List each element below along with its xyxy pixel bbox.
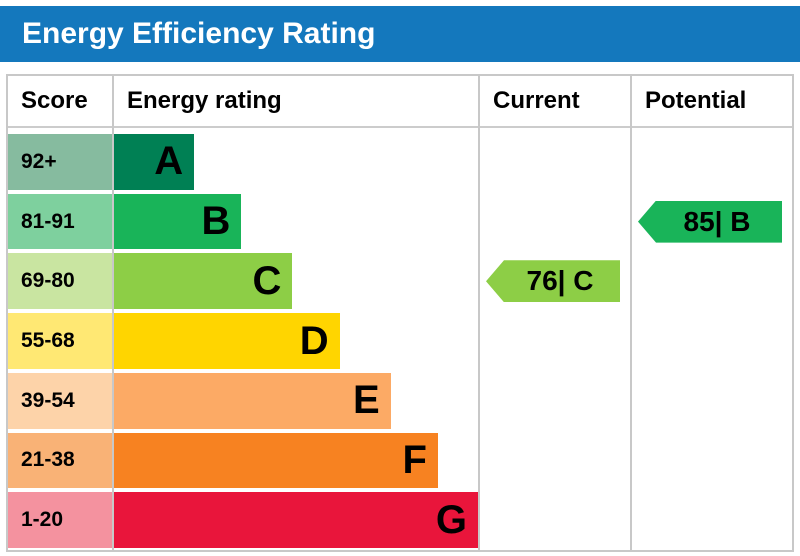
rating-bar-c: C xyxy=(114,253,293,310)
potential-slot-e xyxy=(632,371,792,431)
column-header-current: Current xyxy=(480,76,630,128)
current-slot-b xyxy=(480,192,630,252)
score-rows: 92+ 81-91 69-80 55-68 39-54 21-38 1-20 xyxy=(8,128,112,550)
bar-row-c: C xyxy=(114,251,478,311)
current-slot-g xyxy=(480,490,630,550)
band-letter-c: C xyxy=(252,258,282,303)
bar-row-b: B xyxy=(114,192,478,252)
rating-bar-g: G xyxy=(114,492,478,549)
band-row-c: 69-80 xyxy=(8,251,112,311)
band-letter-d: D xyxy=(299,318,329,363)
band-letter-a: A xyxy=(154,139,184,184)
current-slot-c: 76| C xyxy=(480,251,630,311)
score-cell-f: 21-38 xyxy=(8,432,112,489)
score-cell-e: 39-54 xyxy=(8,372,112,429)
column-header-energy-rating: Energy rating xyxy=(114,76,478,128)
band-letter-g: G xyxy=(435,497,467,542)
current-slot-e xyxy=(480,371,630,431)
band-row-b: 81-91 xyxy=(8,192,112,252)
potential-rating-arrow: 85| B xyxy=(638,200,782,243)
bar-row-e: E xyxy=(114,371,478,431)
potential-column: Potential 85| B xyxy=(630,76,792,550)
potential-slot-f xyxy=(632,431,792,491)
current-rating-arrow: 76| C xyxy=(486,260,620,303)
band-row-g: 1-20 xyxy=(8,490,112,550)
current-column: Current 76| C xyxy=(478,76,630,550)
rating-table: Score 92+ 81-91 69-80 55-68 39-54 21-38 … xyxy=(6,74,794,552)
energy-rating-banner-title: Energy Efficiency Rating xyxy=(0,6,800,62)
current-slot-d xyxy=(480,311,630,371)
rating-bar-a: A xyxy=(114,134,195,190)
score-cell-d: 55-68 xyxy=(8,313,112,369)
potential-slot-g xyxy=(632,490,792,550)
current-rating-label: 76| C xyxy=(526,265,594,297)
rating-bar-b: B xyxy=(114,193,242,250)
rating-bar-e: E xyxy=(114,372,391,429)
current-rows: 76| C xyxy=(480,128,630,550)
band-row-a: 92+ xyxy=(8,132,112,192)
current-slot-a xyxy=(480,132,630,192)
potential-rows: 85| B xyxy=(632,128,792,550)
potential-slot-d xyxy=(632,311,792,371)
score-cell-a: 92+ xyxy=(8,134,112,190)
bar-row-d: D xyxy=(114,311,478,371)
potential-slot-b: 85| B xyxy=(632,192,792,252)
bar-row-a: A xyxy=(114,132,478,192)
current-slot-f xyxy=(480,431,630,491)
score-cell-b: 81-91 xyxy=(8,193,112,250)
rating-bar-f: F xyxy=(114,432,438,489)
bar-row-f: F xyxy=(114,431,478,491)
score-cell-g: 1-20 xyxy=(8,492,112,549)
column-header-score: Score xyxy=(8,76,112,128)
band-letter-e: E xyxy=(352,378,380,423)
band-letter-b: B xyxy=(201,199,231,244)
band-row-d: 55-68 xyxy=(8,311,112,371)
rating-bars: A B C D E F G xyxy=(114,128,478,550)
band-letter-f: F xyxy=(402,437,427,482)
rating-bar-d: D xyxy=(114,313,340,369)
column-header-potential: Potential xyxy=(632,76,792,128)
potential-slot-a xyxy=(632,132,792,192)
score-column: Score 92+ 81-91 69-80 55-68 39-54 21-38 … xyxy=(8,76,112,550)
potential-slot-c xyxy=(632,251,792,311)
energy-rating-column: Energy rating A B C D E F G xyxy=(112,76,478,550)
score-cell-c: 69-80 xyxy=(8,253,112,310)
band-row-e: 39-54 xyxy=(8,371,112,431)
band-row-f: 21-38 xyxy=(8,431,112,491)
potential-rating-label: 85| B xyxy=(683,205,751,237)
bar-row-g: G xyxy=(114,490,478,550)
